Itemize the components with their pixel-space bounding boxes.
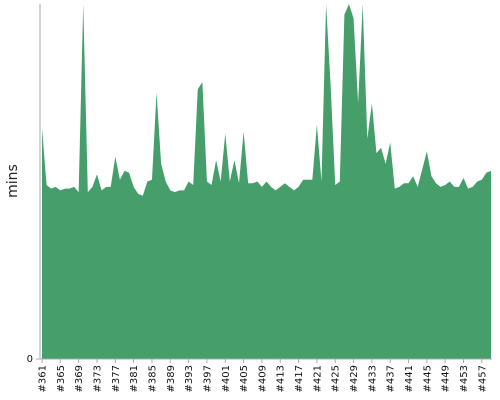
x-tick-label: #397: [202, 365, 213, 392]
x-tick-label: #361: [38, 365, 49, 392]
x-tick-label: #437: [386, 365, 397, 392]
x-tick-label: #425: [331, 365, 342, 392]
x-tick-label: #413: [276, 365, 287, 392]
x-tick-label: #385: [147, 365, 158, 392]
x-tick-label: #449: [441, 365, 452, 392]
x-tick-label: #429: [349, 365, 360, 392]
x-tick-label: #409: [257, 365, 268, 392]
x-tick-label: #417: [294, 365, 305, 392]
plot-area: [42, 4, 491, 359]
x-tick-label: #401: [221, 365, 232, 392]
x-tick-label: #457: [477, 365, 488, 392]
x-axis-ticks: #361 #365 #369 #373 #377 #381 #385 #389 #393 #397…: [38, 359, 488, 392]
series-area: [42, 4, 491, 359]
x-tick-label: #393: [184, 365, 195, 392]
x-tick-label: #405: [239, 365, 250, 392]
y-axis-title: mins: [5, 164, 21, 198]
y-axis-ticks: 0: [27, 354, 40, 365]
x-tick-label: #445: [422, 365, 433, 392]
x-tick-label: #373: [92, 365, 103, 392]
x-tick-label: #369: [74, 365, 85, 392]
x-tick-label: #453: [459, 365, 470, 392]
x-tick-label: #389: [166, 365, 177, 392]
x-tick-label: #381: [129, 365, 140, 392]
x-tick-label: #441: [404, 365, 415, 392]
x-tick-label: #365: [56, 365, 67, 392]
x-tick-label: #421: [312, 365, 323, 392]
x-tick-label: #433: [367, 365, 378, 392]
y-tick-label: 0: [27, 354, 33, 365]
x-tick-label: #377: [111, 365, 122, 392]
